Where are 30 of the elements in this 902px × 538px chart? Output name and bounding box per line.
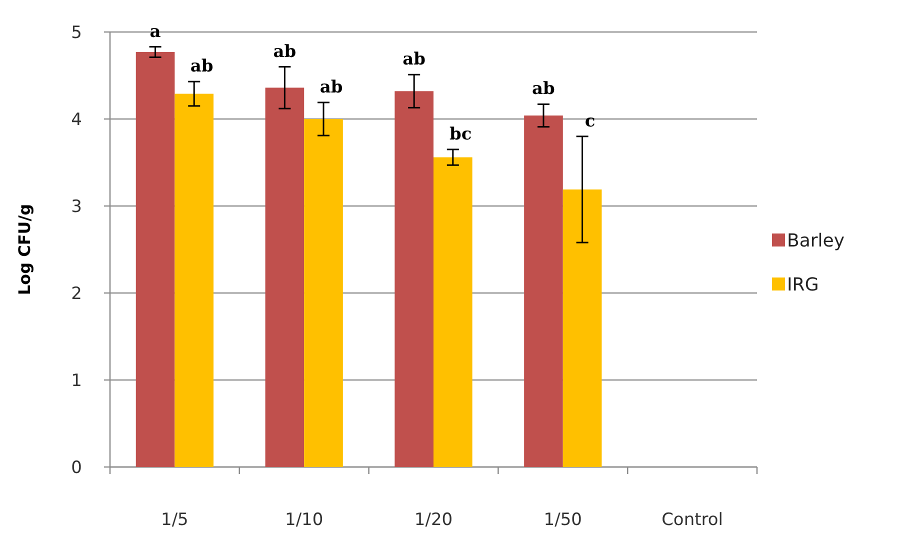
bar <box>174 94 214 467</box>
y-tick-label: 3 <box>71 196 82 217</box>
x-tick-label: 1/10 <box>285 510 324 530</box>
annotation: ab <box>190 56 214 77</box>
bar <box>136 52 175 467</box>
y-axis-title: Log CFU/g <box>15 204 34 296</box>
annotation: a <box>150 22 161 42</box>
annotation: bc <box>450 124 472 144</box>
annotation: c <box>584 111 596 132</box>
y-tick-label: 5 <box>71 22 82 43</box>
bar <box>434 157 472 467</box>
y-tick-label: 2 <box>71 284 82 304</box>
legend-label: Barley <box>787 230 845 252</box>
y-tick-label: 0 <box>71 458 82 478</box>
annotation: ab <box>532 79 556 100</box>
x-tick-label: 1/50 <box>544 510 582 530</box>
x-tick-label: 1/20 <box>414 510 453 530</box>
bar <box>394 91 434 467</box>
x-tick-label: Control <box>662 510 724 530</box>
annotation: ab <box>320 77 343 98</box>
legend-label: IRG <box>787 274 819 296</box>
bar <box>562 189 602 467</box>
y-tick-label: 4 <box>71 110 82 130</box>
bar <box>265 88 304 467</box>
y-tick-label: 1 <box>71 370 82 391</box>
annotation: ab <box>402 50 426 70</box>
bar <box>304 119 343 467</box>
x-tick-label: 1/5 <box>161 510 188 530</box>
annotation: ab <box>273 42 296 62</box>
bar <box>524 116 563 467</box>
